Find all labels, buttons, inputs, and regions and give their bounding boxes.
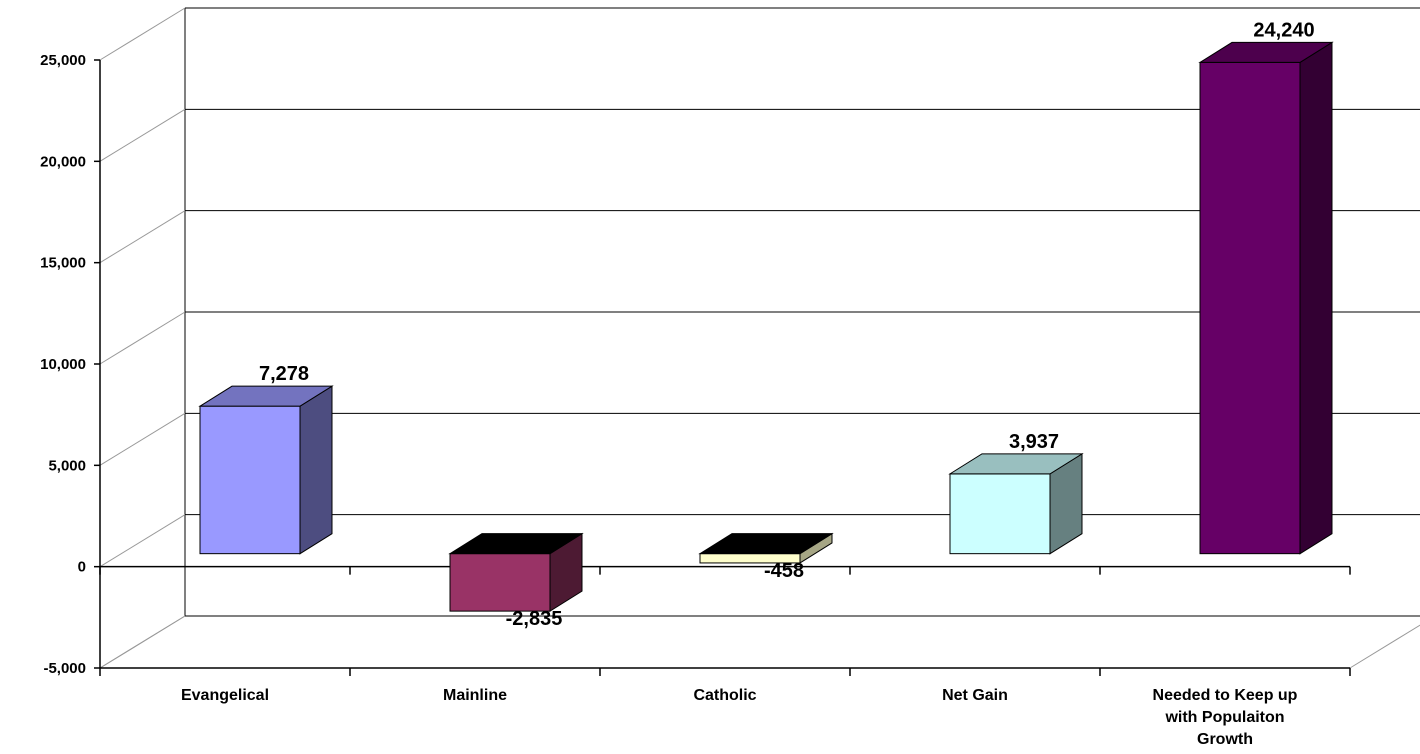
- bar-front-1: [449, 553, 551, 612]
- bar-0: [198, 385, 334, 555]
- y-tick-label-3: 10,000: [40, 356, 86, 373]
- gridline-side-4: [99, 412, 186, 466]
- bar-side-4: [1299, 41, 1333, 555]
- gridline-side-5: [99, 514, 186, 568]
- gridline-side-2: [99, 210, 186, 264]
- data-label-3: 3,937: [1009, 431, 1059, 453]
- category-label-4-line-2: Growth: [1197, 731, 1253, 748]
- bars: [198, 41, 1334, 613]
- data-label-1: -2,835: [506, 608, 563, 630]
- bar-2: [698, 532, 834, 564]
- category-label-3-line-0: Net Gain: [942, 687, 1008, 704]
- y-tick-label-6: -5,000: [43, 660, 86, 677]
- data-label-0: 7,278: [259, 363, 309, 385]
- y-tick-label-5: 0: [78, 559, 86, 576]
- bar-4: [1198, 41, 1334, 555]
- category-label-2-line-0: Catholic: [693, 687, 756, 704]
- gridline-side-6: [99, 615, 186, 669]
- bar-top-1: [448, 533, 584, 555]
- bar-top-2: [698, 533, 834, 555]
- bar-top-3: [948, 453, 1084, 475]
- y-tick-label-0: 25,000: [40, 52, 86, 69]
- gridline-side-0: [99, 7, 186, 61]
- data-labels: 7,278 -2,835 -458 3,937 24,240: [259, 19, 1315, 630]
- data-label-4: 24,240: [1253, 19, 1314, 41]
- bar-top-4: [1198, 41, 1334, 63]
- bar-side-0: [299, 385, 333, 555]
- gridline-side-3: [99, 311, 186, 365]
- floor-right-edge: [1349, 624, 1420, 669]
- bar-front-4: [1199, 61, 1301, 555]
- category-labels: Evangelical Mainline Catholic Net Gain Neede…: [181, 687, 1298, 748]
- bar-3: [948, 452, 1084, 555]
- data-label-2: -458: [764, 560, 804, 582]
- bar-top-0: [198, 385, 334, 407]
- bar-front-3: [949, 473, 1051, 555]
- category-label-0-line-0: Evangelical: [181, 687, 269, 704]
- category-label-1-line-0: Mainline: [443, 687, 507, 704]
- bar-front-0: [199, 405, 301, 555]
- y-tick-labels: 25,000 20,000 15,000 10,000 5,000 0 -5,000: [40, 52, 86, 677]
- category-label-4-line-0: Needed to Keep up: [1153, 687, 1298, 704]
- axes: [94, 59, 1351, 676]
- gridline-side-1: [99, 108, 186, 162]
- y-tick-label-4: 5,000: [48, 457, 86, 474]
- y-tick-label-1: 20,000: [40, 153, 86, 170]
- category-label-4-line-1: with Populaiton: [1164, 709, 1284, 726]
- y-tick-label-2: 15,000: [40, 255, 86, 272]
- bar-1: [448, 532, 584, 613]
